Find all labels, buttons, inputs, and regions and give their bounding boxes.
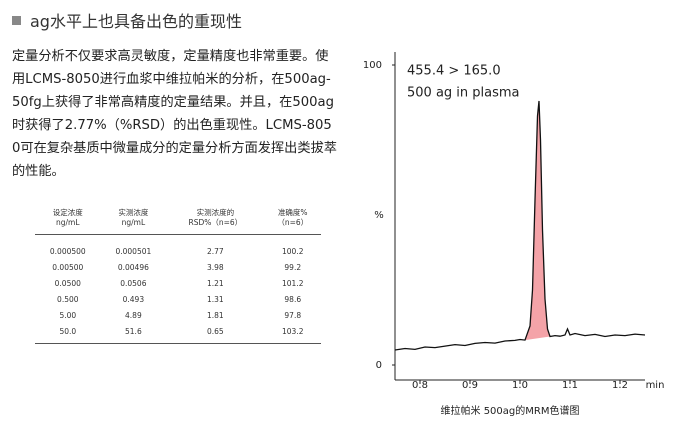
header-line: （n=6） — [277, 218, 309, 227]
table-row: 50.0 51.6 0.65 103.2 — [35, 323, 321, 344]
table-cell: 0.493 — [122, 294, 145, 304]
header-line: ng/mL — [121, 218, 146, 227]
y-axis-label: % — [374, 210, 384, 221]
table-body: 0.000500 0.000501 2.77 100.2 0.00500 0.00496 3… — [35, 235, 321, 344]
header-line: 准确度% — [277, 208, 308, 217]
x-tick-label: 1.2 — [612, 380, 628, 391]
table-cell: 101.2 — [282, 278, 304, 288]
header-line: 实测浓度的 — [196, 208, 235, 217]
table-cell: 103.2 — [264, 323, 321, 344]
x-tick-label: 1.1 — [562, 380, 578, 391]
bullet — [12, 15, 21, 25]
table-cell: 0.0506 — [120, 278, 147, 288]
table-cell: 98.6 — [284, 294, 302, 304]
table-cell: 97.8 — [284, 310, 302, 320]
table-cell: 1.31 — [206, 294, 224, 304]
table-cell: 0.000500 — [49, 246, 86, 256]
table-cell: 0.500 — [57, 294, 79, 304]
table-cell: 5.00 — [59, 310, 77, 320]
header-line: RSD%（n=6） — [188, 218, 243, 227]
table-row: 0.000500 0.000501 2.77 100.2 — [35, 235, 321, 260]
table-cell: 0.00500 — [52, 262, 84, 272]
heading: ag水平上也具备出色的重现性 — [12, 8, 242, 32]
trace — [394, 100, 646, 351]
x-tick-label: 0.8 — [412, 380, 428, 391]
header-line: ng/mL — [56, 218, 80, 227]
x-tick-label: 0.9 — [462, 380, 478, 391]
table-cell: 50.0 — [35, 323, 101, 344]
table-row: 0.00500 0.00496 3.98 99.2 — [35, 259, 321, 275]
table-row: 5.00 4.89 1.81 97.8 — [35, 307, 321, 323]
table-cell: 0.65 — [166, 323, 265, 344]
y-tick-label: 100 — [363, 60, 382, 71]
column-header: 实测浓度 ng/mL — [100, 208, 167, 235]
x-tick-label: 1.0 — [512, 380, 528, 391]
table-cell: 4.89 — [125, 310, 142, 320]
column-header: 准确度% （n=6） — [264, 208, 321, 235]
table-row: 0.0500 0.0506 1.21 101.2 — [35, 275, 321, 291]
column-header: 设定浓度 ng/mL — [35, 208, 101, 235]
header-line: 设定浓度 — [52, 208, 83, 217]
paragraph: 定量分析不仅要求高灵敏度，定量精度也非常重要。使用LCMS-8050进行血浆中维… — [12, 49, 337, 179]
results-table: 设定浓度 ng/mL 实测浓度 ng/mL 实测浓度的 RSD%（n=6） 准确度% （n=6… — [35, 208, 321, 344]
table-header: 设定浓度 ng/mL 实测浓度 ng/mL 实测浓度的 RSD%（n=6） 准确度% （n=6… — [35, 208, 321, 235]
caption: 维拉帕米 500ag的MRM色谱图 — [441, 404, 580, 417]
table-cell: 1.81 — [206, 310, 224, 320]
y-tick-label: 0 — [376, 360, 382, 371]
table-cell: 0.0500 — [54, 278, 81, 288]
header-line: 实测浓度 — [118, 208, 149, 217]
table-cell: 0.000501 — [115, 246, 152, 256]
heading-text: ag水平上也具备出色的重现性 — [30, 12, 242, 31]
table-cell: 100.2 — [282, 246, 304, 256]
table-row: 0.500 0.493 1.31 98.6 — [35, 291, 321, 307]
x-axis-label: min — [646, 380, 665, 391]
table-cell: 2.77 — [206, 246, 224, 256]
annotation: 455.4 > 165.0 — [407, 64, 501, 79]
table-cell: 51.6 — [100, 323, 167, 344]
annotation: 500 ag in plasma — [407, 86, 520, 101]
table-cell: 99.2 — [284, 262, 302, 272]
column-header: 实测浓度的 RSD%（n=6） — [166, 208, 265, 235]
table-cell: 1.21 — [206, 278, 224, 288]
table-cell: 0.00496 — [117, 262, 149, 272]
table-cell: 3.98 — [206, 262, 224, 272]
